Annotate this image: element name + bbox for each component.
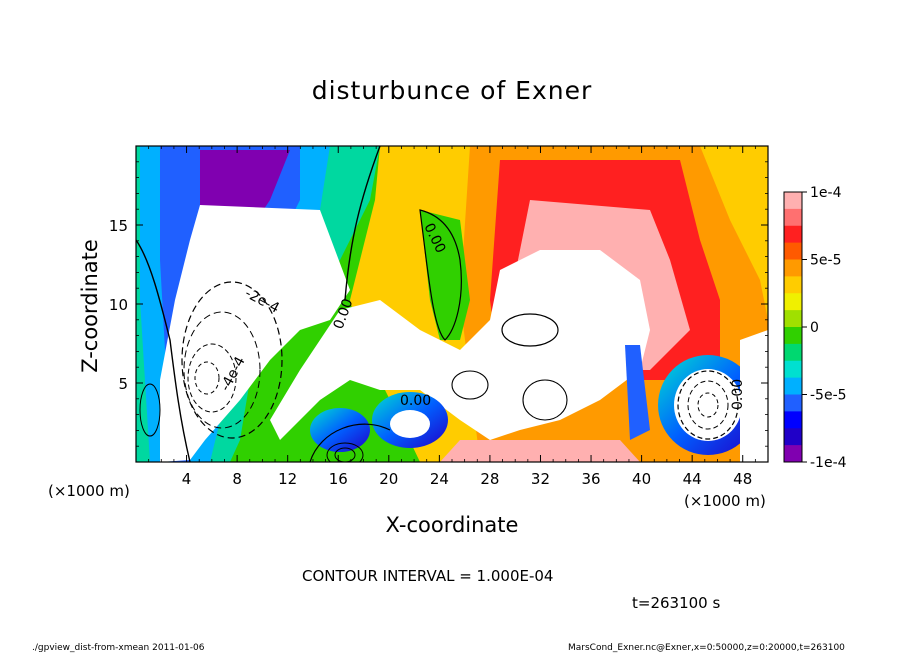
x-tick-label: 28 [480, 470, 499, 488]
y-tick-label: 5 [118, 375, 128, 393]
x-tick-label: 40 [632, 470, 651, 488]
field-white-blob-b [390, 410, 430, 438]
x-tick-label: 4 [182, 470, 192, 488]
colorbar-swatch [784, 208, 802, 227]
colorbar-swatch [784, 259, 802, 277]
colorbar-swatch [784, 428, 802, 446]
colorbar-swatch [784, 343, 802, 362]
contour-bottom-b [326, 442, 364, 462]
colorbar-swatch [784, 293, 802, 311]
contour-bottom-c [334, 447, 356, 462]
y-tick-label: 10 [109, 296, 128, 314]
z-unit-label: (×1000 m) [48, 482, 130, 500]
contour-label-zero-d: 0.00 [730, 379, 746, 410]
colorbar-swatch [784, 445, 802, 463]
contour-lines [136, 146, 739, 462]
colorbar-swatch [784, 225, 802, 244]
colorbar [783, 191, 803, 463]
contour-left-edge [139, 383, 161, 437]
x-tick-label: 8 [232, 470, 242, 488]
colorbar-swatch [784, 411, 802, 429]
chart-title: disturbunce of Exner [311, 76, 593, 105]
colorbar-tick-label: 1e-4 [810, 185, 842, 201]
x-tick-label: 44 [683, 470, 702, 488]
contour-neg-1 [181, 281, 283, 439]
contour-neg-2 [183, 311, 261, 429]
contour-neg-4 [194, 361, 220, 395]
contour-label-zero-c: 0.00 [400, 393, 431, 409]
contour-zero-top [344, 146, 381, 301]
colorbar-swatch [784, 192, 802, 210]
x-axis-ticks: 4 8 12 16 20 24 28 32 36 40 44 48 [148, 146, 756, 488]
contour-eddy-1 [677, 370, 739, 440]
heatmap-field [136, 146, 768, 462]
x-tick-label: 36 [581, 470, 600, 488]
contour-pos-3 [522, 379, 568, 421]
contour-pos-1 [501, 313, 559, 347]
field-eddy-white [674, 369, 742, 441]
colorbar-tick-label: 5e-5 [810, 253, 841, 269]
y-tick-label: 15 [109, 217, 128, 235]
footer-file-info: MarsCond_Exner.nc@Exner,x=0:50000,z=0:20… [568, 643, 845, 653]
contour-interval-text: CONTOUR INTERVAL = 1.000E-04 [302, 567, 554, 585]
contour-zero-left [136, 239, 191, 462]
x-tick-label: 20 [379, 470, 398, 488]
x-tick-label: 24 [430, 470, 449, 488]
colorbar-tick-label: -5e-5 [810, 388, 847, 404]
y-axis-ticks: 5 10 15 [109, 161, 768, 447]
field-white-right [740, 330, 768, 462]
x-tick-label: 32 [531, 470, 550, 488]
colorbar-tick-label: -1e-4 [810, 455, 847, 471]
field-green-tongue [420, 210, 470, 340]
x-axis-label: X-coordinate [385, 513, 519, 537]
x-unit-label: (×1000 m) [684, 492, 766, 510]
colorbar-tick-label: 0 [810, 320, 819, 336]
x-tick-label: 48 [733, 470, 752, 488]
colorbar-swatch [784, 310, 802, 328]
footer-script-info: ./gpview_dist-from-xmean 2011-01-06 [32, 643, 205, 653]
field-white-center [270, 250, 650, 440]
colorbar-swatch [784, 327, 802, 345]
contour-eddy-3 [697, 392, 719, 418]
contour-bottom-a [309, 423, 391, 462]
colorbar-swatch [784, 242, 802, 260]
field-narrow-blue [625, 345, 650, 440]
colorbar-swatch [784, 394, 802, 412]
time-label: t=263100 s [632, 594, 721, 612]
x-tick-label: 12 [278, 470, 297, 488]
contour-pos-2 [451, 370, 489, 400]
y-axis-label: Z-coordinate [78, 239, 102, 373]
contour-neg-3 [187, 343, 237, 413]
contour-eddy-2 [687, 380, 729, 430]
colorbar-ticks: 1e-4 5e-5 0 -5e-5 -1e-4 [802, 185, 847, 471]
colorbar-swatch [784, 276, 802, 294]
contour-zero-tongue [419, 209, 462, 341]
x-tick-label: 16 [329, 470, 348, 488]
colorbar-swatch [784, 377, 802, 395]
field-white-left [160, 205, 350, 462]
colorbar-swatch [784, 360, 802, 379]
